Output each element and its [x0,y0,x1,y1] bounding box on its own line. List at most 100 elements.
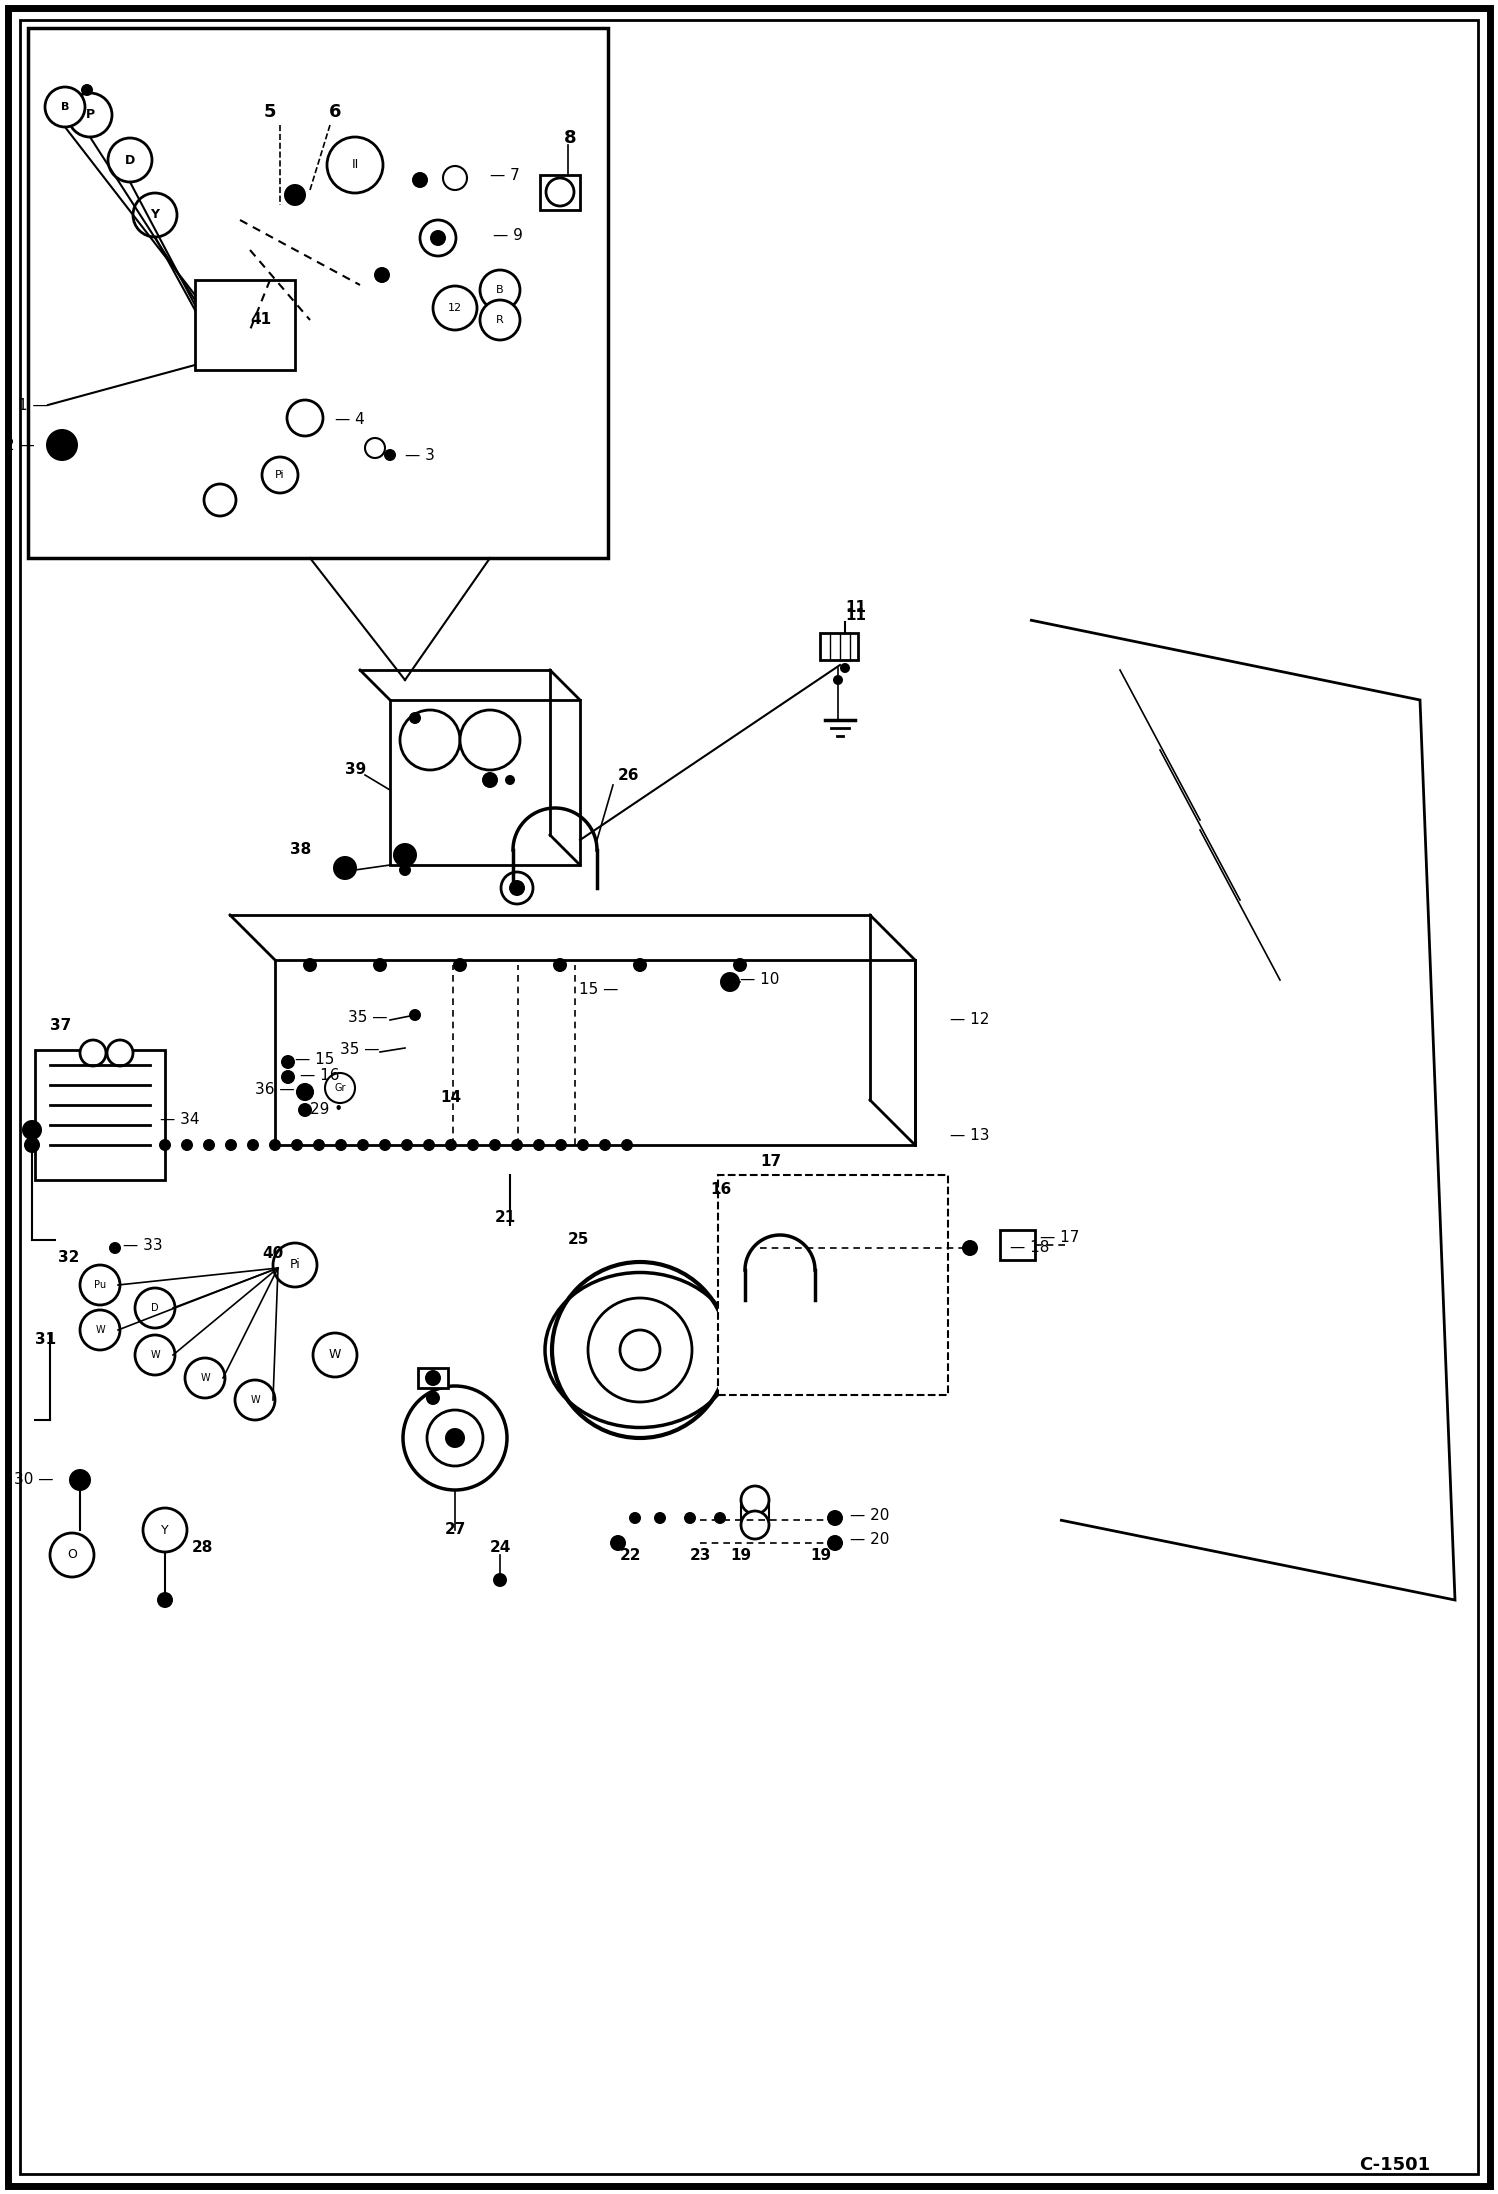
Circle shape [303,959,318,972]
Text: 12: 12 [448,303,461,314]
Circle shape [81,83,93,97]
Circle shape [24,1136,40,1154]
Text: Y: Y [162,1523,169,1536]
Text: W: W [250,1395,259,1404]
Circle shape [629,1512,641,1525]
Circle shape [733,959,748,972]
Bar [195,281,295,371]
Bar [418,1369,448,1389]
Circle shape [479,270,520,309]
Text: 41: 41 [250,312,271,327]
Circle shape [108,138,151,182]
Circle shape [67,92,112,136]
Circle shape [589,1299,692,1402]
Circle shape [427,1411,482,1466]
Circle shape [827,1509,843,1527]
Circle shape [493,1573,506,1586]
Circle shape [545,178,574,206]
Circle shape [159,1139,171,1152]
Circle shape [79,1266,120,1305]
Text: 15 —: 15 — [578,983,619,998]
Text: 36 —: 36 — [255,1082,295,1097]
Circle shape [181,1139,193,1152]
Circle shape [509,880,524,895]
Text: 11: 11 [845,601,866,617]
Circle shape [962,1240,978,1255]
Circle shape [425,1391,440,1404]
Text: II: II [352,158,358,171]
Text: 29 •: 29 • [310,1104,343,1117]
Text: D: D [151,1303,159,1312]
Bar [34,1051,165,1180]
Text: 23: 23 [691,1547,712,1562]
Circle shape [366,439,385,459]
Circle shape [69,1470,91,1492]
Circle shape [157,1593,172,1608]
Text: B: B [496,285,503,294]
Circle shape [313,1334,357,1378]
Text: 5: 5 [264,103,276,121]
Circle shape [452,959,467,972]
Circle shape [467,1139,479,1152]
Text: — 17: — 17 [1040,1231,1080,1246]
Circle shape [655,1512,667,1525]
Circle shape [479,301,520,340]
Circle shape [745,1512,756,1525]
Text: Gr: Gr [334,1084,346,1093]
Polygon shape [1031,621,1455,1599]
Circle shape [291,1139,303,1152]
Circle shape [22,1119,42,1141]
Circle shape [409,1009,421,1020]
Circle shape [419,219,455,257]
Circle shape [133,193,177,237]
Circle shape [357,1139,369,1152]
Circle shape [135,1334,175,1376]
Circle shape [398,864,410,875]
Bar [1001,1231,1035,1259]
Circle shape [833,676,843,685]
Bar [819,634,858,660]
Circle shape [262,456,298,494]
Text: — 7: — 7 [490,167,520,182]
Text: — 10: — 10 [740,972,779,987]
Circle shape [247,1139,259,1152]
Circle shape [235,1380,276,1420]
Text: — 13: — 13 [950,1128,990,1143]
Text: W: W [201,1373,210,1382]
Text: 17: 17 [759,1154,780,1169]
Circle shape [412,171,428,189]
Circle shape [49,1534,94,1577]
Circle shape [70,94,79,105]
Circle shape [445,1428,464,1448]
Circle shape [184,1358,225,1398]
Circle shape [505,774,515,785]
Text: C-1501: C-1501 [1359,2157,1431,2174]
Circle shape [400,711,460,770]
Text: 38: 38 [291,842,312,858]
Text: 24: 24 [490,1540,511,1556]
Circle shape [577,1139,589,1152]
Circle shape [273,1244,318,1288]
Circle shape [135,1288,175,1327]
Text: — 18: — 18 [1010,1240,1050,1255]
Circle shape [392,842,416,867]
Text: R: R [496,316,503,325]
Text: W: W [96,1325,105,1334]
Bar [276,961,915,1145]
Text: 1 —: 1 — [18,397,48,412]
Text: 19: 19 [810,1547,831,1562]
Text: Pi: Pi [289,1259,301,1273]
Text: — 20: — 20 [849,1531,890,1547]
Circle shape [288,399,324,437]
Circle shape [79,1040,106,1066]
Circle shape [79,1310,120,1349]
Circle shape [610,1536,626,1551]
Circle shape [460,711,520,770]
Text: — 4: — 4 [336,412,364,428]
Circle shape [336,1139,348,1152]
Text: 28: 28 [192,1540,213,1556]
Circle shape [285,184,306,206]
Circle shape [500,871,533,904]
Circle shape [383,450,395,461]
Circle shape [409,713,421,724]
